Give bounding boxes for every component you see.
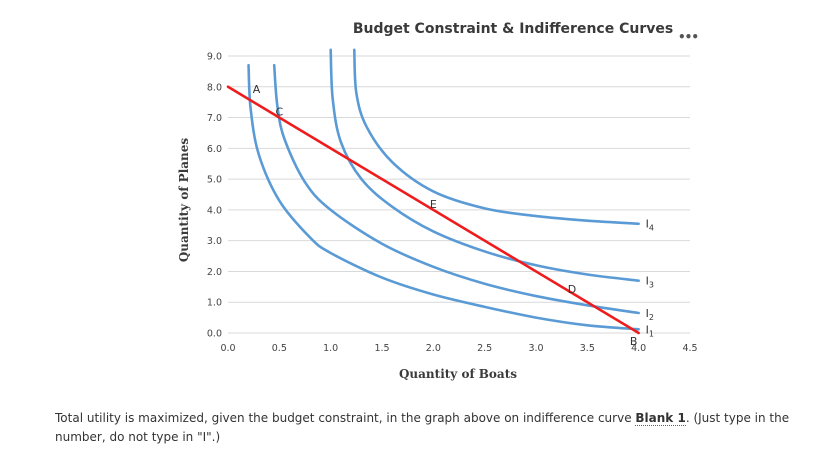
y-tick-label: 9.0 [207, 52, 222, 63]
y-tick-label: 1.0 [207, 298, 222, 309]
y-tick-label: 6.0 [207, 144, 222, 155]
point-label-b: B [630, 335, 638, 348]
y-tick-label: 7.0 [207, 113, 222, 124]
curve-label-i1: I1 [646, 323, 654, 338]
chart-title: Budget Constraint & Indifference Curves [353, 21, 673, 37]
y-tick-label: 0.0 [207, 329, 222, 340]
x-axis-label: Quantity of Boats [399, 367, 517, 381]
curve-label-letter: I [646, 307, 649, 320]
y-axis-label: Quantity of Planes [177, 138, 191, 263]
x-tick-label: 0.0 [220, 343, 235, 354]
point-label-d: D [568, 283, 576, 296]
curve-label-i4: I4 [646, 218, 654, 233]
x-tick-label: 2.5 [477, 343, 492, 354]
indifference-curve-i2 [272, 63, 640, 315]
curve-label-subscript: 3 [649, 281, 654, 290]
x-tick-label: 4.0 [631, 343, 646, 354]
curve-label-i3: I3 [646, 275, 654, 290]
curve-label-subscript: 4 [649, 224, 654, 233]
chart: Budget Constraint & Indifference Curves … [177, 21, 698, 381]
budget-line [226, 85, 640, 335]
gridlines [228, 55, 690, 334]
x-tick-labels: 0.0 0.5 1.0 1.5 2.0 2.5 3.0 3.5 4.0 4.5 [220, 343, 697, 354]
series-lines [226, 48, 640, 335]
curve-label-letter: I [646, 275, 649, 288]
y-tick-label: 8.0 [207, 82, 222, 93]
question-text: Total utility is maximized, given the bu… [55, 409, 815, 447]
x-tick-label: 0.5 [272, 343, 287, 354]
y-tick-label: 4.0 [207, 205, 222, 216]
point-label-e: E [430, 198, 437, 211]
point-labels: A C E D B [253, 83, 638, 348]
x-tick-label: 2.0 [426, 343, 441, 354]
curve-label-letter: I [646, 323, 649, 336]
x-tick-label: 3.5 [580, 343, 595, 354]
y-tick-labels: 0.0 1.0 2.0 3.0 4.0 5.0 6.0 7.0 8.0 9.0 [207, 52, 222, 340]
indifference-curve-i3 [329, 48, 640, 282]
question-text-after: . (Just type in the number, do not type … [55, 411, 790, 444]
x-tick-label: 3.0 [528, 343, 543, 354]
curve-label-subscript: 1 [649, 329, 654, 338]
x-tick-label: 1.5 [374, 343, 389, 354]
indifference-curve-i1 [247, 63, 640, 331]
curve-label-i2: I2 [646, 307, 654, 322]
indifference-curve-i4 [352, 48, 640, 226]
question-text-before: Total utility is maximized, given the bu… [55, 411, 636, 425]
point-label-c: C [275, 106, 283, 119]
y-tick-label: 3.0 [207, 236, 222, 247]
x-tick-label: 1.0 [323, 343, 338, 354]
x-tick-label: 4.5 [682, 343, 697, 354]
y-tick-label: 2.0 [207, 267, 222, 278]
curve-label-letter: I [646, 218, 649, 231]
point-label-a: A [253, 83, 261, 96]
blank-1-field[interactable]: Blank 1 [635, 411, 686, 426]
y-tick-label: 5.0 [207, 175, 222, 186]
curve-label-subscript: 2 [649, 313, 654, 322]
more-options-button[interactable]: ••• [678, 30, 699, 44]
